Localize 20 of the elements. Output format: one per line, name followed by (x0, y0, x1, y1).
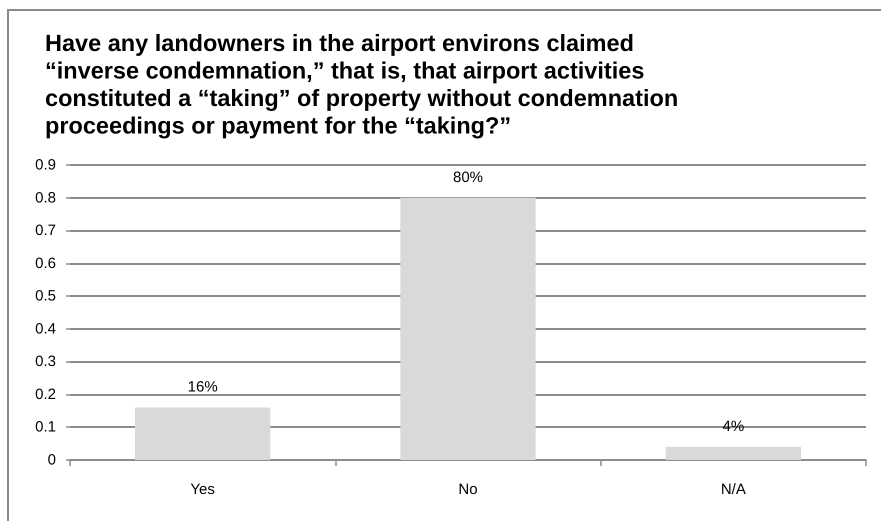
chart-title: Have any landowners in the airport environs claimed “inverse condemnation,” that is, that airport activities constituted a “taking” of property without condemnation proceedings or payment for the “taking?” (45, 30, 685, 138)
data-label: 16% (188, 378, 218, 396)
y-tick-label: 0.6 (35, 254, 56, 272)
y-tick-label: 0.8 (35, 189, 56, 206)
y-tick-label: 0.1 (35, 418, 56, 436)
y-tick-label: 0.2 (35, 386, 56, 403)
bar (400, 198, 536, 460)
bar (135, 408, 270, 460)
x-tick-label: N/A (720, 481, 746, 498)
bar (666, 446, 801, 460)
y-tick-label: 0.7 (35, 222, 56, 240)
y-tick-label: 0.4 (35, 320, 56, 338)
y-tick-label: 0 (48, 452, 56, 468)
y-tick-label: 0.9 (35, 156, 56, 174)
data-label: 4% (722, 418, 744, 435)
x-tick-label: Yes (190, 481, 215, 498)
x-tick-label: No (458, 481, 478, 498)
y-tick-label: 0.3 (35, 353, 56, 370)
data-label: 80% (452, 168, 484, 186)
y-tick-label: 0.5 (35, 288, 56, 305)
